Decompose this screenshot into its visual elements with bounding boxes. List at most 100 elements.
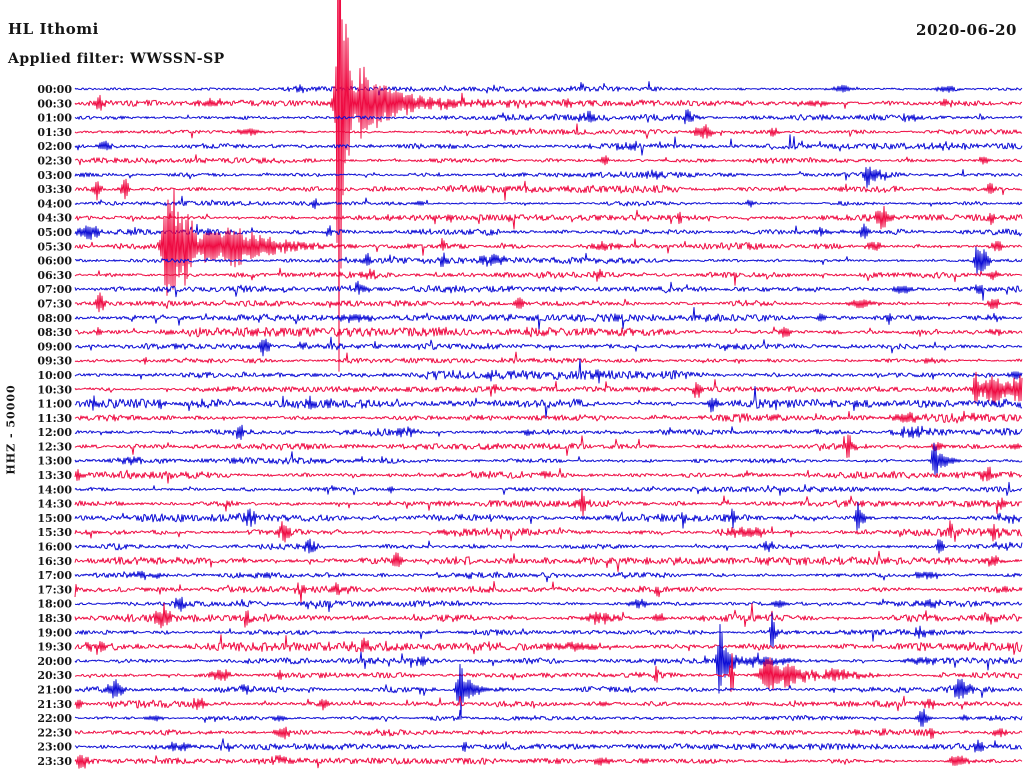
seismogram-row-trace bbox=[74, 434, 1023, 458]
seismogram-row-trace bbox=[74, 123, 1023, 139]
seismogram-row-trace bbox=[74, 624, 1023, 694]
seismogram-row-trace bbox=[74, 307, 1023, 331]
row-time-label: 19:00 bbox=[37, 626, 72, 639]
row-time-label: 00:00 bbox=[37, 83, 72, 96]
row-time-label: 22:30 bbox=[37, 726, 72, 739]
row-time-label: 14:30 bbox=[37, 498, 72, 511]
seismogram-row-trace bbox=[74, 326, 1023, 338]
row-time-label: 02:30 bbox=[37, 155, 72, 168]
seismogram-row-trace bbox=[74, 223, 1023, 240]
row-time-label: 06:00 bbox=[37, 255, 72, 268]
row-time-label: 12:30 bbox=[37, 440, 72, 453]
seismogram-row-trace bbox=[74, 726, 1023, 740]
seismogram-row-trace bbox=[74, 466, 1022, 484]
seismogram-row-trace bbox=[74, 109, 1023, 125]
row-time-label: 15:30 bbox=[37, 526, 72, 539]
seismogram-row-trace bbox=[74, 602, 1023, 629]
row-time-label: 04:00 bbox=[37, 197, 72, 210]
seismogram-row-trace bbox=[74, 708, 1023, 727]
seismogram-row-trace bbox=[74, 501, 1023, 531]
row-time-label: 14:00 bbox=[37, 483, 72, 496]
seismogram-row-trace bbox=[74, 550, 1023, 573]
seismogram-row-trace bbox=[75, 653, 1023, 693]
applied-filter-label: Applied filter: WWSSN-SP bbox=[8, 51, 225, 67]
row-time-label: 09:00 bbox=[37, 340, 72, 353]
seismogram-row-trace bbox=[74, 188, 1023, 296]
seismogram-row-trace bbox=[74, 634, 1023, 655]
row-time-label: 23:30 bbox=[37, 755, 72, 768]
row-time-label: 20:30 bbox=[37, 669, 72, 682]
seismogram-row-trace bbox=[74, 754, 1023, 769]
seismogram-row-trace bbox=[74, 581, 1023, 603]
row-time-label: 05:00 bbox=[37, 226, 72, 239]
seismogram-row-trace bbox=[74, 81, 1023, 96]
seismogram-row-trace bbox=[74, 695, 1023, 712]
row-time-label: 21:00 bbox=[37, 684, 72, 697]
row-time-label: 13:30 bbox=[37, 469, 72, 482]
seismogram-row-trace bbox=[74, 612, 1023, 648]
row-time-label: 21:30 bbox=[37, 698, 72, 711]
seismogram-row-trace bbox=[74, 0, 1022, 372]
seismogram-row-trace bbox=[74, 442, 1023, 476]
row-time-label: 10:00 bbox=[37, 369, 72, 382]
trace-group bbox=[74, 0, 1023, 769]
seismogram-row-trace bbox=[74, 205, 1023, 230]
seismogram-row-trace bbox=[74, 280, 1023, 301]
seismogram-row-trace bbox=[74, 371, 1023, 405]
row-time-label: 15:00 bbox=[37, 512, 72, 525]
row-time-label: 19:30 bbox=[37, 641, 72, 654]
seismogram-row-trace bbox=[74, 538, 1023, 554]
seismogram-row-trace bbox=[74, 195, 1023, 210]
seismogram-row-trace bbox=[74, 386, 1023, 419]
seismogram-row-trace bbox=[74, 178, 1023, 201]
seismogram-row-trace bbox=[74, 410, 1023, 424]
seismogram-row-trace bbox=[74, 134, 1023, 156]
seismogram-row-trace bbox=[74, 596, 1023, 613]
row-time-label: 17:00 bbox=[37, 569, 72, 582]
row-time-label: 06:30 bbox=[37, 269, 72, 282]
row-time-label: 13:00 bbox=[37, 455, 72, 468]
row-time-label: 16:00 bbox=[37, 541, 72, 554]
seismogram-row-trace bbox=[74, 358, 1023, 384]
seismogram-row-trace bbox=[74, 246, 1023, 276]
seismogram-row-trace bbox=[74, 663, 1023, 720]
seismogram-row-trace bbox=[74, 488, 1023, 517]
seismogram-row-trace bbox=[74, 570, 1023, 583]
row-time-label: 20:00 bbox=[37, 655, 72, 668]
row-time-label: 01:00 bbox=[37, 112, 72, 125]
row-time-label: 22:00 bbox=[37, 712, 72, 725]
row-time-label: 01:30 bbox=[37, 126, 72, 139]
seismogram-row-trace bbox=[74, 738, 1023, 753]
row-time-label: 07:30 bbox=[37, 298, 72, 311]
row-time-label: 08:30 bbox=[37, 326, 72, 339]
row-time-label: 12:00 bbox=[37, 426, 72, 439]
row-time-label: 11:30 bbox=[37, 412, 72, 425]
row-time-label: 00:30 bbox=[37, 97, 72, 110]
row-time-label: 03:00 bbox=[37, 169, 72, 182]
row-time-label: 05:30 bbox=[37, 240, 72, 253]
seismogram-row-trace bbox=[74, 481, 1023, 496]
row-time-label: 02:00 bbox=[37, 140, 72, 153]
seismogram-row-trace bbox=[74, 292, 1023, 313]
row-time-label: 10:30 bbox=[37, 383, 72, 396]
row-time-label: 18:30 bbox=[37, 612, 72, 625]
seismogram-row-trace bbox=[74, 351, 1023, 365]
seismogram-row-trace bbox=[74, 336, 1023, 357]
row-time-label: 23:00 bbox=[37, 741, 72, 754]
row-time-label: 07:00 bbox=[37, 283, 72, 296]
row-time-label: 08:00 bbox=[37, 312, 72, 325]
row-time-label: 18:00 bbox=[37, 598, 72, 611]
seismogram-row-trace bbox=[74, 424, 1023, 440]
seismogram-row-trace bbox=[74, 520, 1023, 543]
row-time-label: 03:30 bbox=[37, 183, 72, 196]
station-title: HL Ithomi bbox=[8, 20, 99, 38]
record-date: 2020-06-20 bbox=[916, 21, 1017, 39]
row-time-label: 16:30 bbox=[37, 555, 72, 568]
row-time-label: 04:30 bbox=[37, 212, 72, 225]
seismogram-row-trace bbox=[74, 154, 1022, 166]
row-time-label: 09:30 bbox=[37, 355, 72, 368]
row-time-label: 17:30 bbox=[37, 583, 72, 596]
